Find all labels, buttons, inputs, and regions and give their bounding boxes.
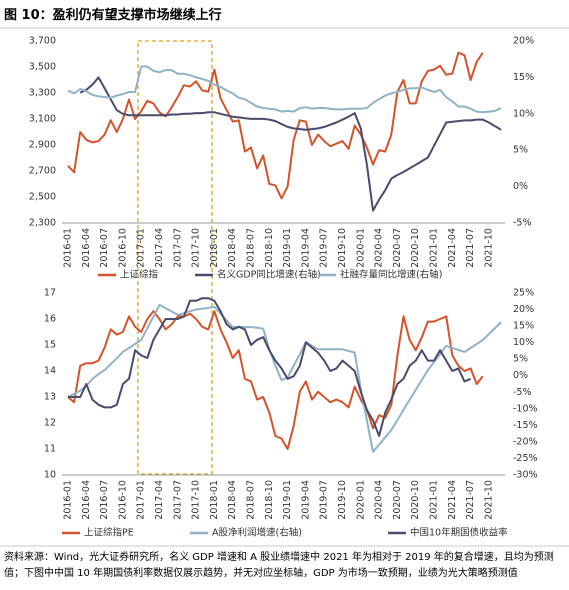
x-tick-label: 2020-10: [410, 480, 421, 520]
y-tick-label: 2,500: [29, 192, 56, 203]
y2-tick-label: -30%: [513, 470, 538, 481]
x-tick-label: 2016-04: [81, 228, 92, 268]
legend-label: 上证综指: [120, 269, 159, 281]
y-tick-label: 14: [44, 366, 56, 377]
y2-tick-label: 25%: [513, 288, 534, 299]
x-tick-label: 2020-04: [374, 228, 385, 268]
x-tick-label: 2016-10: [117, 480, 128, 520]
x-tick-label: 2021-10: [483, 228, 494, 268]
x-tick-label: 2021-01: [429, 480, 440, 520]
y2-tick-label: 10%: [513, 108, 534, 119]
y2-tick-label: 0%: [513, 181, 528, 192]
x-tick-label: 2018-10: [264, 480, 275, 520]
y-tick-label: 3,300: [29, 88, 56, 99]
y2-tick-label: 5%: [513, 354, 528, 365]
x-tick-label: 2017-01: [136, 228, 147, 268]
y2-tick-label: -10%: [513, 403, 538, 414]
x-tick-label: 2019-04: [300, 480, 311, 520]
y-tick-label: 3,700: [29, 36, 56, 47]
x-tick-label: 2018-01: [209, 228, 220, 268]
x-tick-label: 2020-04: [374, 480, 385, 520]
y-tick-label: 16: [44, 314, 56, 325]
x-tick-label: 2020-10: [410, 228, 421, 268]
x-tick-label: 2021-10: [483, 480, 494, 520]
y-tick-label: 17: [44, 288, 56, 299]
y-tick-label: 13: [44, 392, 56, 403]
x-tick-label: 2018-01: [209, 480, 220, 520]
x-tick-label: 2017-01: [136, 480, 147, 520]
y-tick-label: 11: [44, 444, 56, 455]
series-line: [67, 51, 484, 200]
x-tick-label: 2017-04: [154, 480, 165, 520]
y-tick-label: 12: [44, 418, 56, 429]
x-tick-label: 2016-01: [63, 228, 74, 268]
y-tick-label: 2,900: [29, 140, 56, 151]
y-tick-label: 15: [44, 340, 56, 351]
y2-tick-label: -15%: [513, 420, 538, 431]
legend-label: 上证综指PE: [84, 527, 134, 539]
legend-label: 名义GDP同比增速(右轴): [217, 269, 321, 281]
x-tick-label: 2021-04: [447, 480, 458, 520]
series-line: [79, 76, 502, 212]
x-tick-label: 2019-07: [319, 228, 330, 268]
y2-tick-label: -5%: [513, 387, 532, 398]
x-tick-label: 2020-01: [355, 228, 366, 268]
x-tick-label: 2017-07: [172, 228, 183, 268]
y2-tick-label: -5%: [513, 218, 532, 229]
series-line: [67, 310, 484, 450]
legend-label: A股净利润增速(右轴): [212, 527, 302, 539]
y2-tick-label: 10%: [513, 337, 534, 348]
x-tick-label: 2021-07: [465, 228, 476, 268]
series-line: [67, 303, 502, 453]
y-tick-label: 10: [44, 470, 56, 481]
y2-tick-label: 15%: [513, 72, 534, 83]
x-tick-label: 2018-07: [246, 228, 257, 268]
x-tick-label: 2017-10: [191, 480, 202, 520]
legend-label: 社融存量同比增速(右轴): [340, 269, 442, 281]
x-tick-label: 2019-10: [337, 228, 348, 268]
x-tick-label: 2018-04: [227, 228, 238, 268]
y-tick-label: 2,300: [29, 218, 56, 229]
x-tick-label: 2016-04: [81, 480, 92, 520]
x-tick-label: 2016-01: [63, 480, 74, 520]
x-tick-label: 2019-01: [282, 480, 293, 520]
source-note: 资料来源：Wind，光大证券研究所，名义 GDP 增速和 A 股业绩增速中 20…: [4, 552, 554, 579]
y2-tick-label: -25%: [513, 453, 538, 464]
x-tick-label: 2016-07: [99, 480, 110, 520]
y2-tick-label: 0%: [513, 370, 528, 381]
series-line: [68, 297, 471, 437]
x-tick-label: 2021-04: [447, 228, 458, 268]
y2-tick-label: 15%: [513, 321, 534, 332]
x-tick-label: 2019-01: [282, 228, 293, 268]
x-tick-label: 2020-07: [392, 228, 403, 268]
y2-tick-label: 5%: [513, 145, 528, 156]
x-tick-label: 2016-10: [117, 228, 128, 268]
x-tick-label: 2018-04: [227, 480, 238, 520]
x-tick-label: 2019-10: [337, 480, 348, 520]
x-tick-label: 2017-10: [191, 228, 202, 268]
x-tick-label: 2021-01: [429, 228, 440, 268]
x-tick-label: 2019-07: [319, 480, 330, 520]
x-tick-label: 2016-07: [99, 228, 110, 268]
y2-tick-label: 20%: [513, 304, 534, 315]
x-tick-label: 2021-07: [465, 480, 476, 520]
x-tick-label: 2017-07: [172, 480, 183, 520]
x-tick-label: 2018-07: [246, 480, 257, 520]
title: 图 10：盈利仍有望支撑市场继续上行: [4, 8, 222, 23]
x-tick-label: 2020-01: [355, 480, 366, 520]
y-tick-label: 3,100: [29, 114, 56, 125]
y-tick-label: 2,700: [29, 166, 56, 177]
x-tick-label: 2020-07: [392, 480, 403, 520]
x-tick-label: 2019-04: [300, 228, 311, 268]
x-tick-label: 2018-10: [264, 228, 275, 268]
highlight-box: [137, 40, 213, 475]
y-tick-label: 3,500: [29, 62, 56, 73]
x-tick-label: 2017-04: [154, 228, 165, 268]
legend-label: 中国10年期国债收益率: [410, 527, 508, 539]
series-line: [67, 65, 502, 114]
y2-tick-label: -20%: [513, 436, 538, 447]
y2-tick-label: 20%: [513, 36, 534, 47]
